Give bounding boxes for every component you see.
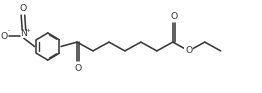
Text: -: - bbox=[8, 28, 10, 33]
Text: N: N bbox=[20, 29, 28, 38]
Text: O: O bbox=[74, 64, 81, 73]
Text: O: O bbox=[19, 4, 26, 13]
Text: O: O bbox=[170, 12, 177, 21]
Text: +: + bbox=[25, 28, 31, 33]
Text: O: O bbox=[1, 32, 8, 41]
Text: O: O bbox=[185, 46, 192, 55]
